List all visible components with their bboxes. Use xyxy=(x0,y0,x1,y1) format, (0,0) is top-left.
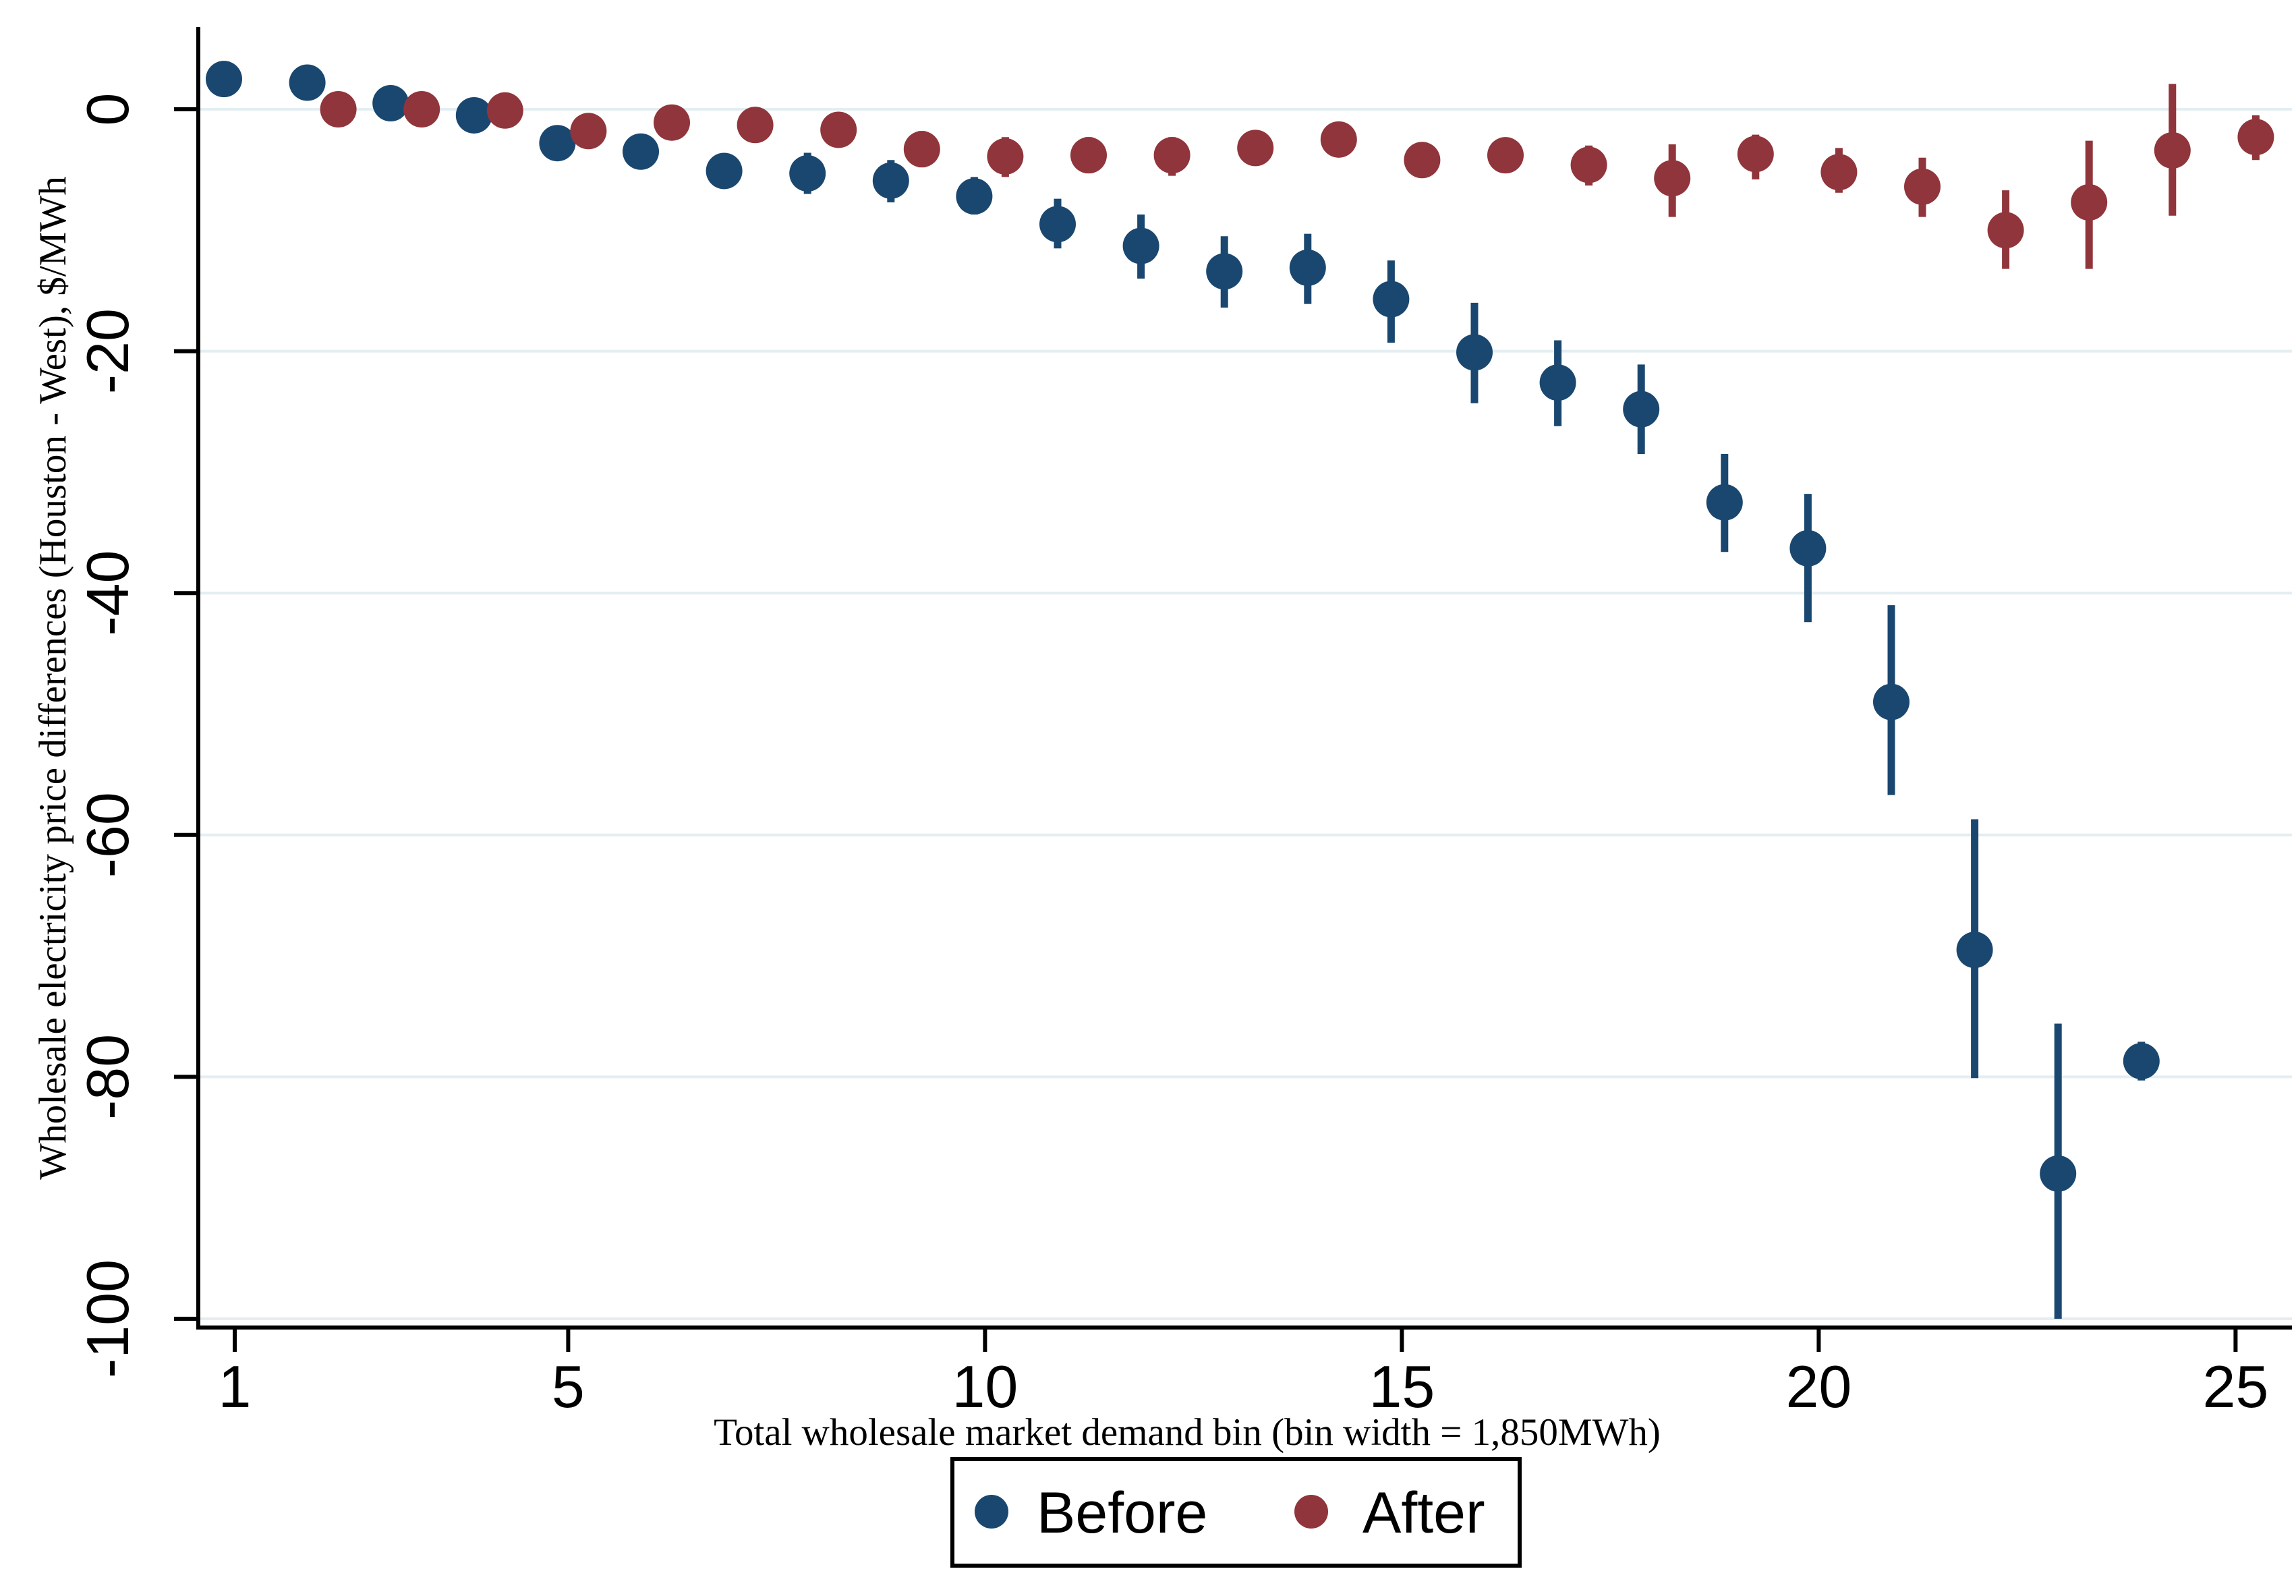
before-point xyxy=(539,125,576,162)
after-point xyxy=(820,111,857,148)
before-point xyxy=(2123,1043,2160,1080)
before-point xyxy=(1956,932,1993,969)
legend: Before After xyxy=(950,1457,1522,1568)
before-point xyxy=(1122,227,1159,264)
y-tick-label: -40 xyxy=(74,550,141,636)
x-tick-label: 25 xyxy=(2202,1353,2268,1420)
after-point xyxy=(320,91,357,127)
y-axis-title: Wholesale electricity price differences … xyxy=(32,176,74,1179)
before-point xyxy=(1873,683,1910,720)
after-point xyxy=(1987,212,2024,249)
data-series xyxy=(206,61,2274,1319)
before-point xyxy=(956,178,993,215)
before-point xyxy=(289,64,326,101)
before-point xyxy=(455,96,492,134)
after-point xyxy=(1737,136,1774,173)
after-point xyxy=(737,107,774,144)
before-point xyxy=(372,85,409,122)
after-point xyxy=(987,138,1024,175)
after-point xyxy=(1404,142,1441,179)
after-point xyxy=(2237,119,2274,156)
after-point xyxy=(903,131,940,168)
before-point xyxy=(706,152,743,190)
before-point xyxy=(206,61,242,98)
before-point xyxy=(1373,281,1410,318)
y-tick-label: -60 xyxy=(74,792,141,878)
after-point xyxy=(1070,137,1107,174)
before-point xyxy=(2040,1155,2077,1192)
x-tick-label: 20 xyxy=(1785,1353,1852,1420)
before-point xyxy=(623,133,659,170)
x-tick-label: 10 xyxy=(952,1353,1018,1420)
after-point xyxy=(1570,146,1607,183)
legend-marker-after xyxy=(1294,1495,1328,1529)
after-point xyxy=(486,92,523,129)
after-point xyxy=(1320,121,1357,158)
after-point xyxy=(2071,184,2108,221)
legend-marker-before xyxy=(975,1495,1008,1529)
after-point xyxy=(403,91,440,127)
after-point xyxy=(654,104,690,141)
y-tick-label: -20 xyxy=(74,308,141,394)
series-after xyxy=(320,84,2274,269)
before-point xyxy=(1539,364,1576,401)
after-point xyxy=(1654,160,1691,197)
after-point xyxy=(1237,130,1274,167)
after-point xyxy=(570,113,607,150)
before-point xyxy=(872,162,909,199)
after-point xyxy=(1153,137,1190,174)
y-tick-label: -100 xyxy=(74,1259,141,1378)
before-point xyxy=(1289,249,1326,286)
before-point xyxy=(1039,206,1076,243)
gridlines xyxy=(198,108,2292,1320)
after-point xyxy=(1487,137,1524,174)
series-before xyxy=(206,61,2160,1319)
after-point xyxy=(1820,154,1858,191)
y-tick-label: -80 xyxy=(74,1034,141,1120)
before-point xyxy=(789,155,826,192)
legend-label-after: After xyxy=(1362,1481,1485,1545)
before-point xyxy=(1706,484,1743,521)
x-tick-label: 1 xyxy=(219,1353,252,1420)
legend-box xyxy=(950,1457,1522,1568)
after-point xyxy=(2154,132,2191,169)
before-point xyxy=(1206,253,1243,290)
legend-label-before: Before xyxy=(1037,1481,1207,1545)
after-point xyxy=(1904,168,1941,205)
x-tick-label: 5 xyxy=(552,1353,585,1420)
x-tick-label: 15 xyxy=(1369,1353,1435,1420)
before-point xyxy=(1789,530,1827,567)
x-axis-title: Total wholesale market demand bin (bin w… xyxy=(714,1411,1661,1454)
before-point xyxy=(1623,391,1660,428)
before-point xyxy=(1456,334,1493,371)
y-tick-label: 0 xyxy=(74,93,141,126)
